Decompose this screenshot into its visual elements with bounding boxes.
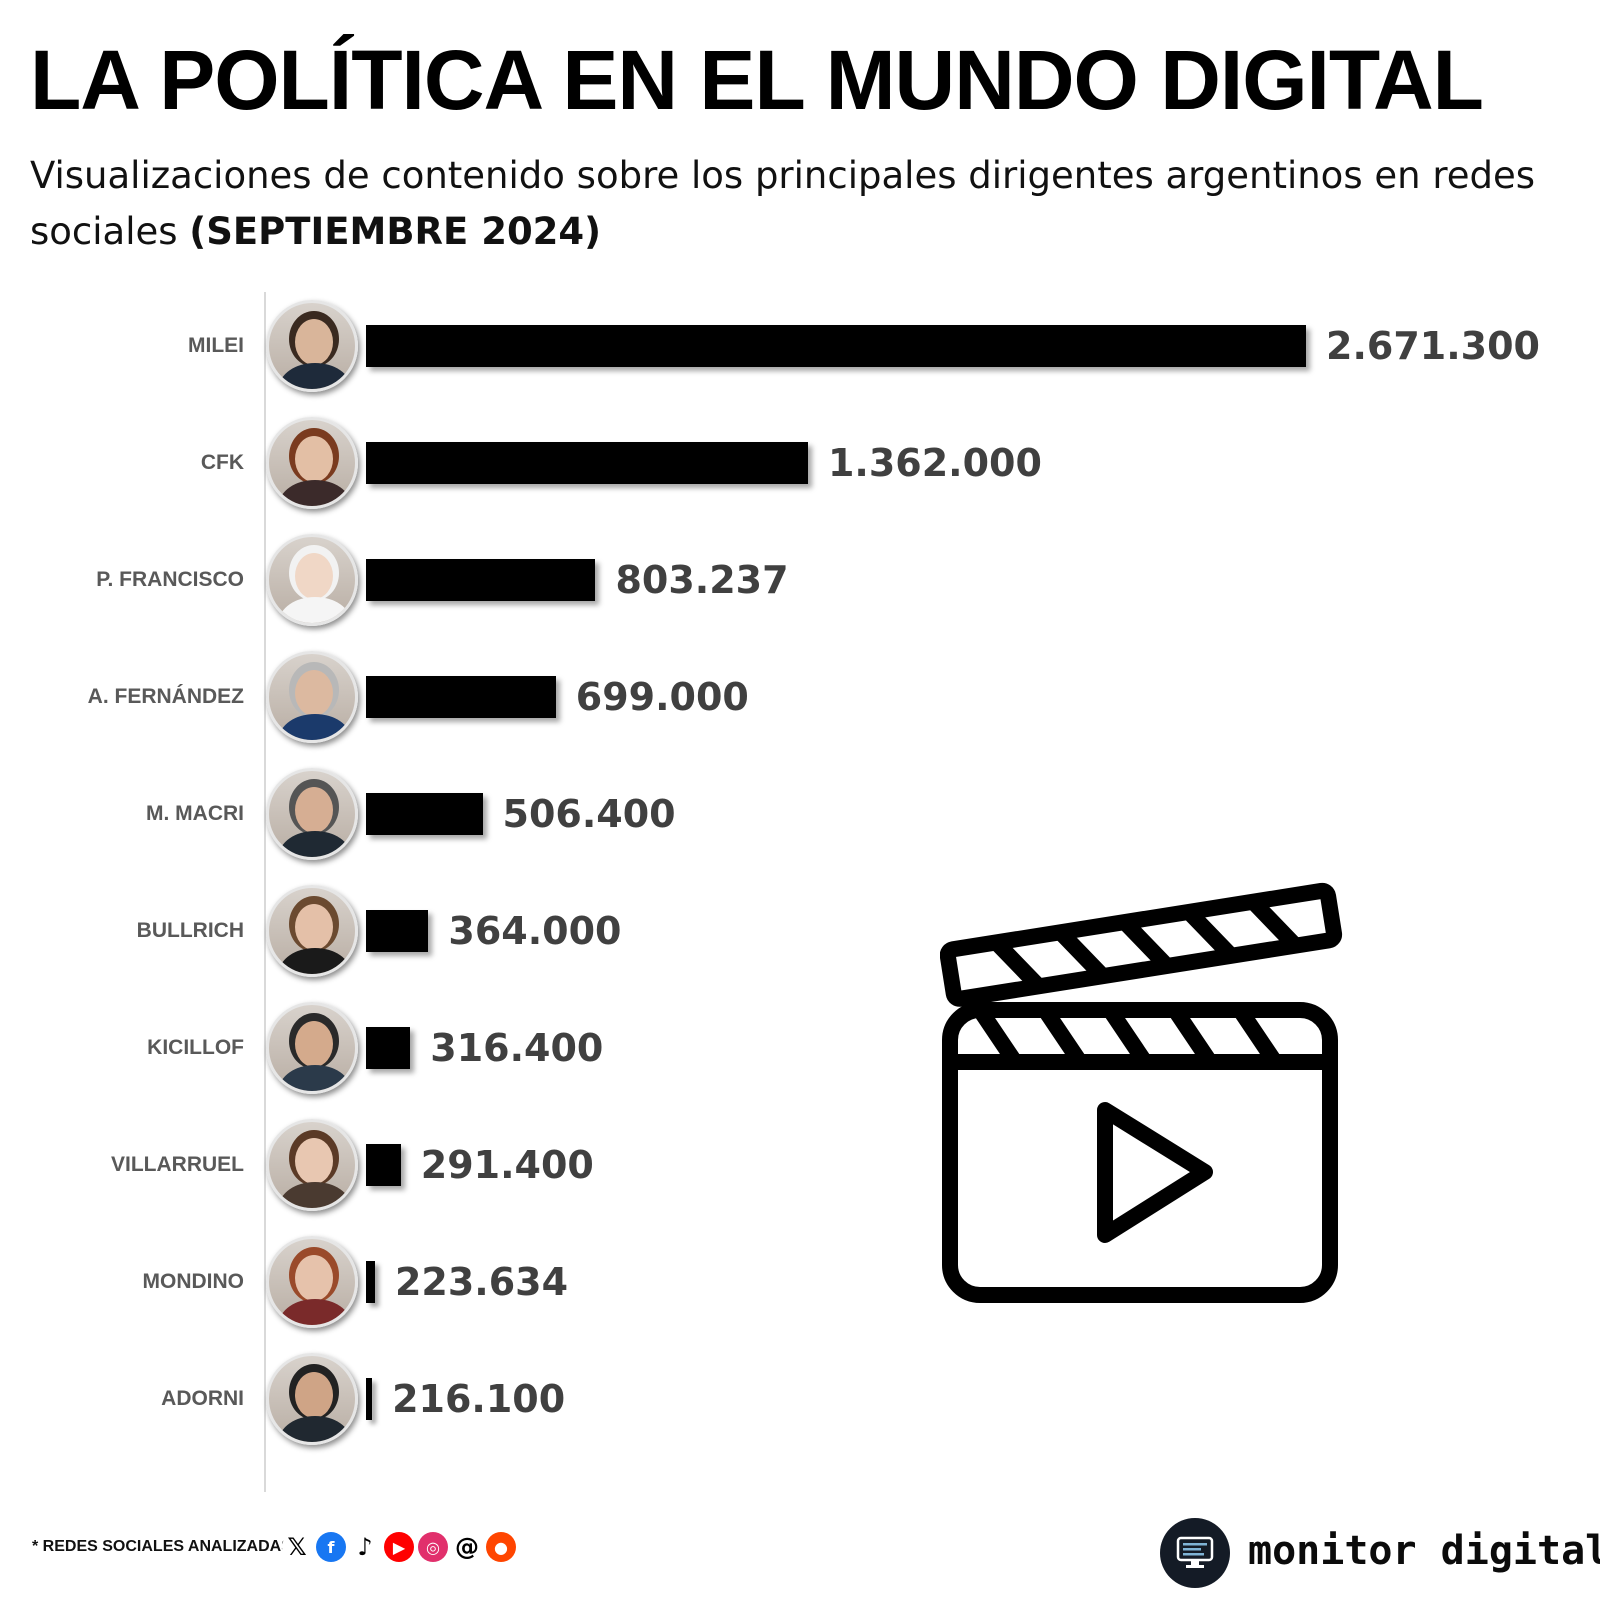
value-label: 316.400	[430, 1026, 604, 1070]
chart-row: BULLRICH 364.000	[0, 876, 1600, 986]
portrait-avatar	[266, 651, 358, 743]
bar	[366, 559, 596, 601]
bar	[366, 325, 1306, 367]
chart-row: ADORNI 216.100	[0, 1344, 1600, 1454]
category-label: MONDINO	[142, 1270, 245, 1293]
bar	[366, 1261, 375, 1303]
category-label: M. MACRI	[146, 802, 244, 825]
avatar-face	[295, 436, 333, 482]
bar	[366, 1027, 411, 1069]
category-label: ADORNI	[161, 1387, 244, 1410]
avatar-body	[279, 1182, 351, 1208]
chart-row: VILLARRUEL 291.400	[0, 1110, 1600, 1220]
bar	[366, 910, 429, 952]
value-label: 506.400	[502, 792, 676, 836]
monitor-icon	[1176, 1536, 1214, 1568]
x-icon: 𝕏	[282, 1532, 312, 1562]
chart-row: MONDINO 223.634	[0, 1227, 1600, 1337]
value-label: 1.362.000	[827, 441, 1042, 485]
avatar-face	[295, 670, 333, 716]
avatar-face	[295, 1255, 333, 1301]
chart-row: P. FRANCISCO 803.237	[0, 525, 1600, 635]
bar	[366, 793, 483, 835]
portrait-avatar	[266, 1002, 358, 1094]
category-label: VILLARRUEL	[111, 1153, 244, 1176]
portrait-avatar	[266, 1353, 358, 1445]
value-label: 223.634	[394, 1260, 569, 1304]
portrait-avatar	[266, 534, 358, 626]
avatar-body	[279, 597, 351, 623]
portrait-avatar	[266, 417, 358, 509]
facebook-icon: f	[316, 1532, 346, 1562]
chart-row: M. MACRI 506.400	[0, 759, 1600, 869]
page-title: LA POLÍTICA EN EL MUNDO DIGITAL	[30, 33, 1484, 127]
category-label: KICILLOF	[147, 1036, 244, 1059]
youtube-icon: ▶	[384, 1532, 414, 1562]
avatar-face	[295, 787, 333, 833]
value-label: 2.671.300	[1326, 324, 1540, 368]
chart-row: MILEI 2.671.300	[0, 291, 1600, 401]
bar	[366, 442, 808, 484]
avatar-body	[279, 948, 351, 974]
portrait-avatar	[266, 300, 358, 392]
footer-note: * REDES SOCIALES ANALIZADAS	[32, 1538, 292, 1555]
avatar-face	[295, 1021, 333, 1067]
bar	[366, 1378, 373, 1420]
subtitle-date: (SEPTIEMBRE 2024)	[189, 210, 602, 253]
tiktok-icon: ♪	[350, 1532, 380, 1562]
value-label: 803.237	[615, 558, 789, 602]
value-label: 364.000	[448, 909, 622, 953]
clapperboard-play-icon	[940, 882, 1343, 1303]
value-label: 699.000	[575, 675, 749, 719]
avatar-face	[295, 1138, 333, 1184]
chart-row: A. FERNÁNDEZ 699.000	[0, 642, 1600, 752]
threads-icon: @	[452, 1532, 482, 1562]
avatar-body	[279, 831, 351, 857]
instagram-icon: ◎	[418, 1532, 448, 1562]
portrait-avatar	[266, 1119, 358, 1211]
portrait-avatar	[266, 768, 358, 860]
avatar-body	[279, 1416, 351, 1442]
bar	[366, 676, 556, 718]
reddit-icon: ●	[486, 1532, 516, 1562]
avatar-face	[295, 1372, 333, 1418]
avatar-face	[295, 319, 333, 365]
category-label: MILEI	[188, 334, 244, 357]
avatar-body	[279, 363, 351, 389]
avatar-face	[295, 553, 333, 599]
category-label: P. FRANCISCO	[96, 568, 244, 591]
portrait-avatar	[266, 1236, 358, 1328]
subtitle-text: Visualizaciones de contenido sobre los p…	[30, 154, 1536, 253]
chart-row: CFK 1.362.000	[0, 408, 1600, 518]
avatar-face	[295, 904, 333, 950]
chart-row: KICILLOF 316.400	[0, 993, 1600, 1103]
category-label: A. FERNÁNDEZ	[87, 685, 244, 708]
category-label: CFK	[200, 451, 244, 474]
avatar-body	[279, 714, 351, 740]
portrait-avatar	[266, 885, 358, 977]
category-label: BULLRICH	[136, 919, 244, 942]
brand-name: monitor digital	[1248, 1528, 1600, 1574]
value-label: 216.100	[392, 1377, 566, 1421]
chart-axis-line	[264, 292, 266, 1492]
page-subtitle: Visualizaciones de contenido sobre los p…	[30, 148, 1570, 260]
bar	[366, 1144, 401, 1186]
monitor-logo-icon	[1160, 1518, 1230, 1588]
value-label: 291.400	[420, 1143, 594, 1187]
avatar-body	[279, 1065, 351, 1091]
avatar-body	[279, 1299, 351, 1325]
avatar-body	[279, 480, 351, 506]
